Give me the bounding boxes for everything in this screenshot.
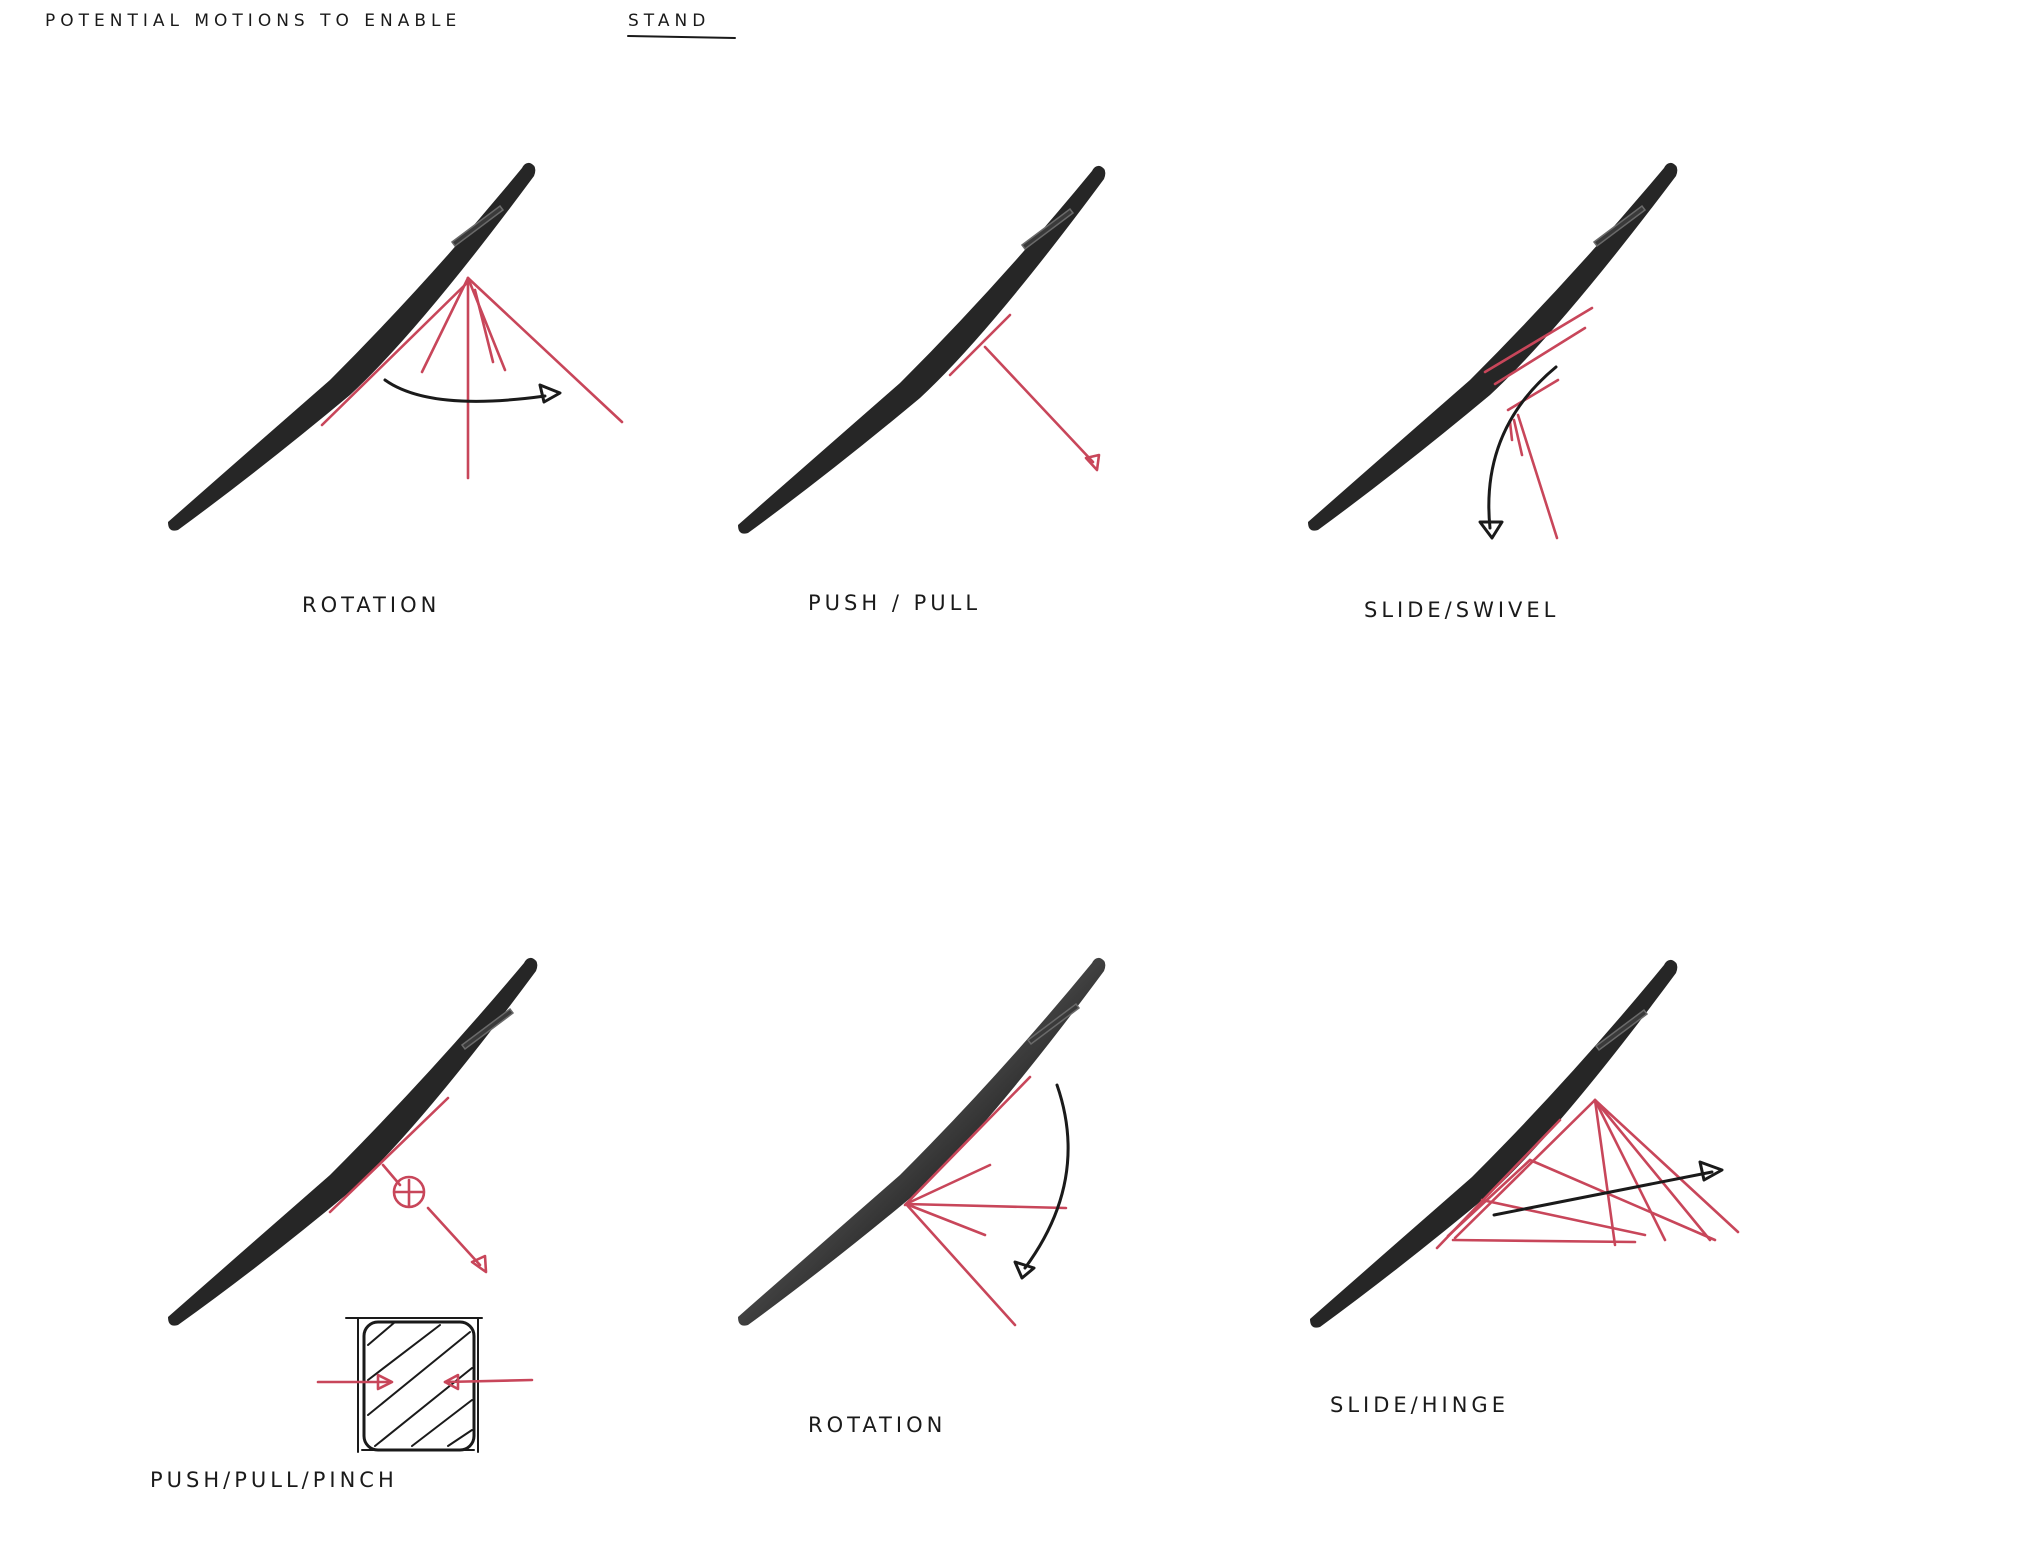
device-slot	[460, 1007, 515, 1051]
push-pull-direction	[983, 345, 1095, 464]
sketch-slide-hinge: SLIDE/HINGE	[1310, 959, 1740, 1417]
device-slot	[1020, 207, 1075, 251]
swivel-arrow	[1478, 365, 1558, 540]
caption-slide-hinge: SLIDE/HINGE	[1330, 1393, 1509, 1417]
device-profile	[168, 162, 536, 531]
hinge-linkage-lines	[1446, 1098, 1740, 1247]
slide-swivel-plates	[1483, 306, 1594, 540]
slide-arrow	[1492, 1160, 1724, 1217]
push-pull-arrowhead	[1084, 453, 1101, 472]
page-title: POTENTIAL MOTIONS TO ENABLE	[45, 11, 461, 31]
device-profile	[168, 957, 538, 1326]
device-profile	[1310, 959, 1678, 1328]
caption-rotation-bottom: ROTATION	[808, 1413, 946, 1437]
pinch-detail-inset	[316, 1317, 534, 1453]
sketch-push-pull-pinch: PUSH/PULL/PINCH	[150, 957, 538, 1492]
push-pull-arrowhead	[470, 1254, 488, 1274]
device-profile	[738, 957, 1106, 1326]
device-slot	[450, 204, 505, 248]
sketch-rotation-top: ROTATION	[168, 162, 624, 617]
stand-plate	[903, 1075, 1032, 1207]
device-profile	[1308, 162, 1678, 531]
rotation-arrow	[383, 378, 562, 404]
device-slot	[1594, 1008, 1649, 1052]
pinch-point-cross	[394, 1178, 424, 1208]
rotation-stand-arcs	[320, 276, 624, 480]
title-underline	[627, 35, 736, 39]
device-slot	[1592, 204, 1647, 248]
push-pull-direction	[426, 1206, 482, 1267]
stand-plate	[948, 313, 1012, 377]
sketch-slide-swivel: SLIDE/SWIVEL	[1308, 162, 1678, 622]
rotation-sweep-lines	[904, 1163, 1068, 1327]
caption-push-pull-pinch: PUSH/PULL/PINCH	[150, 1468, 398, 1492]
caption-rotation-top: ROTATION	[302, 593, 440, 617]
device-slot	[1026, 1002, 1081, 1046]
caption-slide-swivel: SLIDE/SWIVEL	[1364, 598, 1559, 622]
device-profile	[738, 165, 1106, 534]
sketch-push-pull: PUSH / PULL	[738, 165, 1106, 615]
stand-plate	[328, 1096, 450, 1214]
caption-push-pull: PUSH / PULL	[808, 591, 981, 615]
rotation-arrow	[1013, 1083, 1070, 1280]
page-title-emphasis: STAND	[628, 11, 710, 31]
sketch-rotation-bottom: ROTATION	[738, 957, 1106, 1437]
